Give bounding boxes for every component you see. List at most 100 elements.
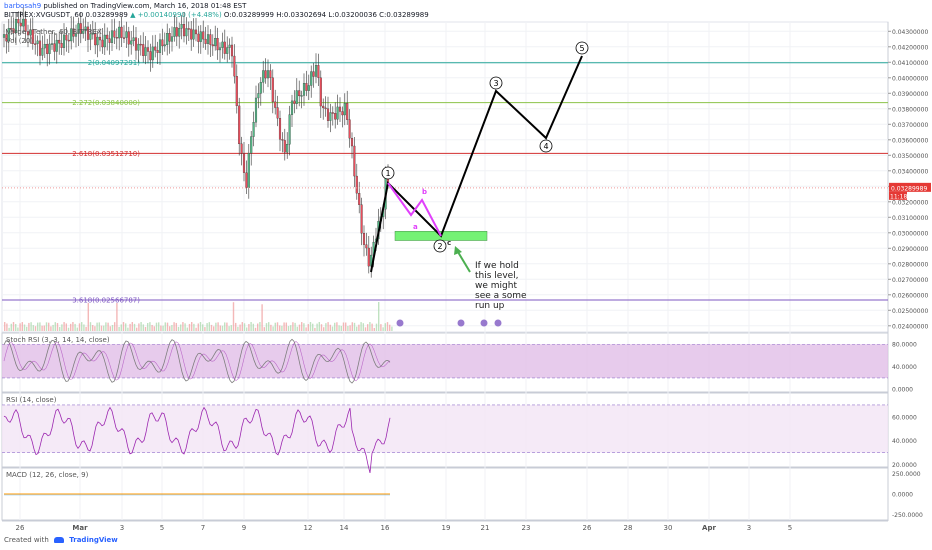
volume-bar	[195, 327, 197, 331]
candle-body	[341, 111, 344, 116]
price-tick-label: 0.03000000	[892, 230, 928, 237]
candle-body	[245, 172, 248, 188]
tradingview-brand-link[interactable]: TradingView	[69, 536, 118, 544]
x-tick-label: 21	[481, 524, 490, 532]
candle-body	[211, 44, 214, 47]
candle-body	[110, 30, 114, 43]
wave-label-circle	[381, 166, 395, 180]
countdown-tag	[889, 191, 907, 200]
price-tick-label: 0.03500000	[892, 153, 928, 160]
price-tick-label: 0.04200000	[892, 44, 928, 51]
ohlc-values: O:0.03289999 H:0.03302694 L:0.03200036 C…	[223, 11, 429, 19]
volume-bar	[39, 322, 41, 331]
volume-bar	[314, 327, 316, 331]
volume-bar	[316, 323, 318, 331]
annotation-arrow-line	[457, 251, 471, 273]
candle-body	[50, 43, 54, 45]
x-tick-label: 7	[201, 524, 205, 532]
candle-body	[7, 28, 10, 42]
candle-body	[14, 19, 18, 34]
volume-bar	[136, 327, 138, 331]
volume-bar	[109, 326, 111, 331]
annotation-line: this level,	[475, 271, 519, 281]
volume-bar	[336, 322, 338, 331]
candle-body	[132, 37, 135, 42]
volume-bar	[325, 323, 327, 331]
price-tick-label: 0.04100000	[892, 60, 928, 67]
candle-body	[55, 39, 58, 52]
volume-bar	[173, 322, 175, 331]
candle-body	[46, 43, 49, 54]
candle-body	[278, 118, 282, 140]
candle-body	[199, 31, 202, 42]
volume-title: Vol (20)	[6, 37, 34, 45]
volume-bar	[155, 322, 158, 331]
candle-body	[326, 108, 330, 121]
volume-bar	[206, 323, 208, 331]
volume-bar	[169, 326, 171, 331]
volume-bar	[241, 322, 243, 331]
macd-axis-label: 250.0000	[892, 471, 921, 478]
candle-body	[67, 39, 70, 42]
candle-body	[58, 39, 61, 44]
volume-bar	[78, 323, 81, 331]
volume-bar	[254, 327, 257, 331]
candle-body	[307, 85, 310, 91]
rsi-band	[2, 404, 888, 453]
candle-body	[310, 71, 313, 86]
volume-bar	[384, 323, 386, 331]
x-tick-label: 14	[340, 524, 349, 532]
candle-body	[166, 33, 169, 45]
candle-body	[77, 23, 80, 34]
annotation-line: If we hold	[475, 261, 519, 271]
candle-body	[142, 44, 145, 56]
countdown-tag-text: 11:18	[890, 193, 907, 200]
elliott-wave-path	[370, 55, 583, 273]
volume-bar	[239, 324, 241, 331]
event-icon	[494, 319, 502, 327]
volume-bar	[107, 322, 109, 331]
candle-body	[10, 28, 13, 30]
volume-bar	[28, 322, 30, 331]
footer: Created with TradingView	[4, 536, 118, 544]
volume-bar	[56, 323, 59, 331]
candle-body	[108, 38, 111, 43]
created-with: Created with	[4, 536, 49, 544]
candle-body	[161, 39, 164, 47]
candle-body	[331, 112, 334, 114]
candle-body	[149, 51, 152, 61]
volume-bar	[125, 323, 127, 331]
author-link[interactable]: barbosah9	[4, 2, 42, 10]
volume-bar	[6, 323, 8, 331]
volume-bar	[8, 327, 10, 331]
candle-body	[60, 43, 63, 48]
volume-bar	[15, 323, 17, 331]
price-tick-label: 0.03700000	[892, 122, 928, 129]
volume-bar	[294, 322, 296, 331]
candle-body	[221, 41, 224, 48]
candle-body	[96, 36, 99, 46]
candle-body	[146, 47, 150, 52]
candle-body	[86, 26, 90, 40]
candle-body	[322, 105, 325, 109]
price-tick-label: 0.02900000	[892, 246, 928, 253]
candle-body	[216, 38, 219, 51]
candle-body	[53, 43, 56, 52]
candle-body	[182, 24, 186, 37]
fib-level-label: 2(0.04097291)	[88, 59, 140, 67]
candle-body	[106, 34, 109, 39]
candle-body	[226, 47, 229, 54]
volume-bar	[116, 302, 118, 331]
fib-level-label: 2.618(0.03512710)	[72, 150, 140, 158]
candle-body	[118, 26, 121, 39]
volume-bar	[367, 324, 369, 331]
candle-body	[346, 103, 349, 120]
volume-bar	[52, 324, 54, 331]
volume-bar	[298, 324, 301, 331]
volume-bar	[268, 322, 270, 331]
macd-axis-label: -250.0000	[892, 512, 923, 519]
volume-bar	[248, 324, 250, 331]
candle-body	[302, 83, 306, 96]
candle-body	[120, 26, 123, 38]
